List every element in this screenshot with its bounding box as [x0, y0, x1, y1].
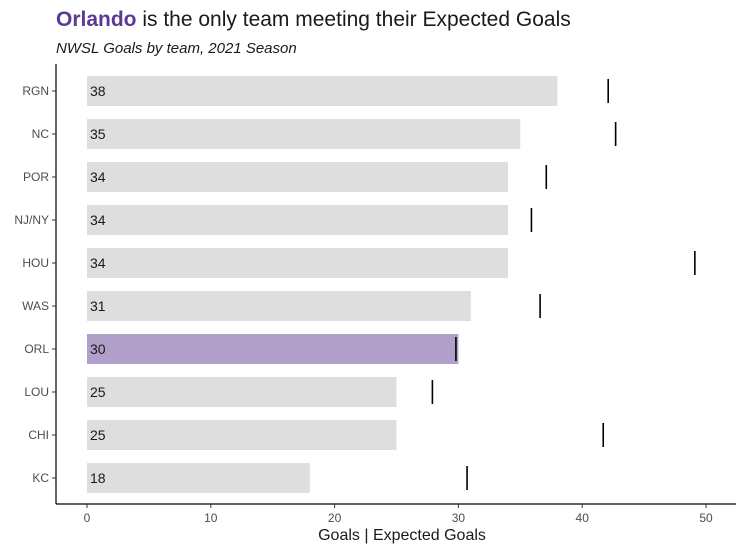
x-tick-label-30: 30: [452, 511, 466, 525]
title-highlight: Orlando: [56, 8, 137, 31]
bar-lou: [87, 377, 397, 407]
y-tick-label-hou: HOU: [22, 256, 49, 270]
bars-group: [87, 76, 558, 493]
y-ticks-group: RGN NC POR NJ/NY HOU WAS ORL LOU CHI KC: [14, 84, 56, 485]
x-tick-label-20: 20: [328, 511, 342, 525]
bar-value-label-rgn: 38: [90, 83, 106, 99]
bar-value-label-lou: 25: [90, 384, 106, 400]
bar-nc: [87, 119, 521, 149]
y-tick-label-was: WAS: [22, 299, 49, 313]
bar-value-label-kc: 18: [90, 470, 106, 486]
y-tick-label-por: POR: [23, 170, 49, 184]
x-tick-label-0: 0: [84, 511, 91, 525]
xg-markers-group: [431, 79, 696, 490]
y-tick-label-nc: NC: [32, 127, 50, 141]
bar-value-label-chi: 25: [90, 427, 106, 443]
bar-orl: [87, 334, 459, 364]
chart-subtitle: NWSL Goals by team, 2021 Season: [56, 40, 297, 57]
chart-title: Orlando is the only team meeting their E…: [56, 8, 571, 32]
y-tick-label-nj-ny: NJ/NY: [14, 213, 49, 227]
x-tick-label-40: 40: [576, 511, 590, 525]
bar-nj-ny: [87, 205, 508, 235]
bar-kc: [87, 463, 310, 493]
y-tick-label-chi: CHI: [28, 428, 49, 442]
y-tick-label-lou: LOU: [24, 385, 49, 399]
y-tick-label-kc: KC: [32, 471, 49, 485]
bar-hou: [87, 248, 508, 278]
x-tick-label-10: 10: [204, 511, 218, 525]
bar-value-label-nj-ny: 34: [90, 212, 106, 228]
bar-value-label-nc: 35: [90, 126, 106, 142]
y-tick-label-rgn: RGN: [22, 84, 49, 98]
bar-por: [87, 162, 508, 192]
y-tick-label-orl: ORL: [24, 342, 49, 356]
title-rest: is the only team meeting their Expected …: [136, 8, 571, 31]
bar-labels-group: 38 35 34 34 34 31 30 25 25 18: [90, 83, 106, 486]
x-ticks-group: 0 10 20 30 40 50: [84, 504, 713, 525]
x-axis-label: Goals | Expected Goals: [318, 527, 486, 544]
bar-value-label-orl: 30: [90, 341, 106, 357]
bar-rgn: [87, 76, 558, 106]
bar-value-label-hou: 34: [90, 255, 106, 271]
bar-value-label-por: 34: [90, 169, 106, 185]
bar-was: [87, 291, 471, 321]
bar-value-label-was: 31: [90, 298, 106, 314]
bar-chi: [87, 420, 397, 450]
x-tick-label-50: 50: [699, 511, 713, 525]
